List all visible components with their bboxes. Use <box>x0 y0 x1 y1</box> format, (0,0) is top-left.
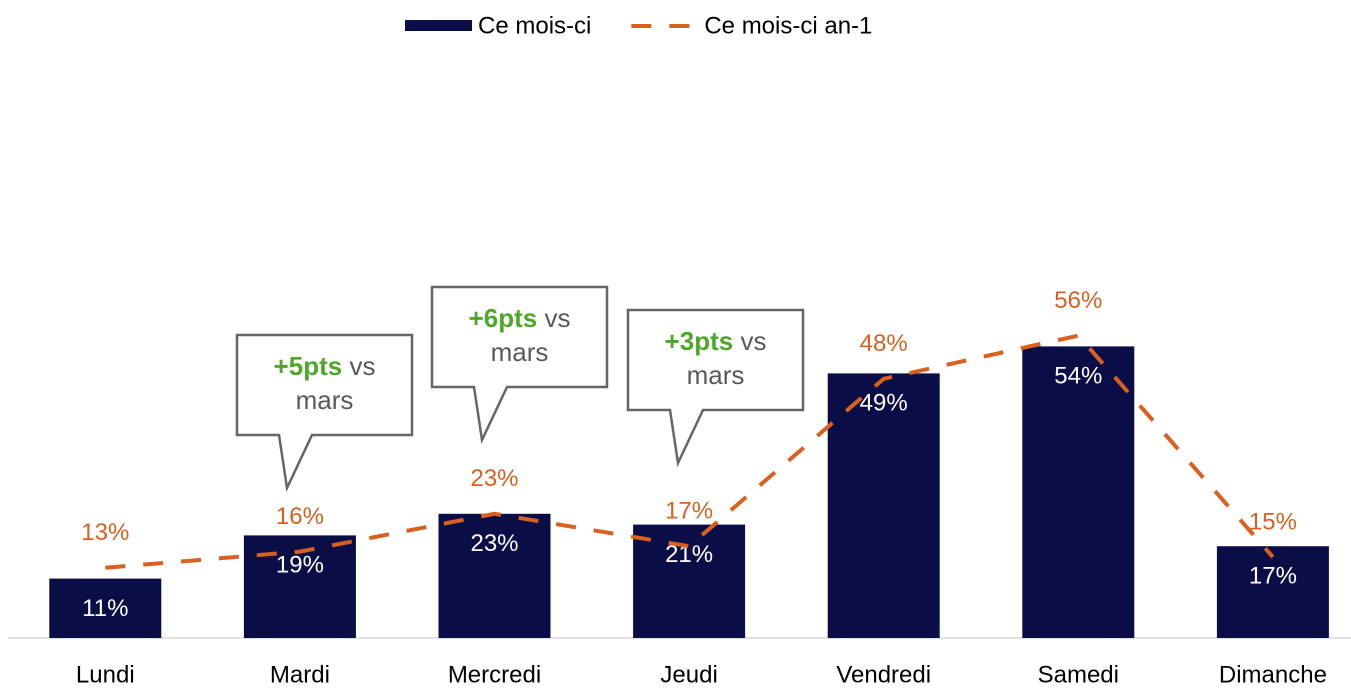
x-tick-label: Mercredi <box>448 661 541 688</box>
bar-value-label: 54% <box>1054 363 1102 390</box>
line-value-label: 48% <box>860 330 908 357</box>
bar-value-label: 11% <box>82 595 128 622</box>
legend-label: Ce mois-ci <box>478 12 591 39</box>
callout: +3pts vs mars <box>646 324 786 392</box>
callout-label: vs mars <box>490 303 571 367</box>
line-value-label: 15% <box>1249 508 1297 535</box>
callout: +6pts vs mars <box>450 301 590 369</box>
callout-text: +6pts vs mars <box>450 301 590 369</box>
line-value-label: 23% <box>470 465 518 492</box>
line-value-label: 17% <box>665 498 713 525</box>
callout-highlight: +5pts <box>273 351 343 381</box>
bar <box>633 524 746 638</box>
callout-box <box>235 333 414 493</box>
bar <box>1022 346 1135 638</box>
bar-value-label: 49% <box>860 390 908 417</box>
callout-highlight: +3pts <box>664 326 734 356</box>
bar <box>1216 546 1329 638</box>
callout-text: +3pts vs mars <box>646 324 786 392</box>
x-tick-label: Mardi <box>270 661 330 688</box>
line-value-label: 13% <box>81 519 129 546</box>
callout-label: vs mars <box>295 351 376 415</box>
callout: +5pts vs mars <box>255 349 395 417</box>
line-value-label: 16% <box>276 503 324 530</box>
x-tick-label: Samedi <box>1038 661 1119 688</box>
callout-text: +5pts vs mars <box>255 349 395 417</box>
bar-value-label: 19% <box>276 552 324 579</box>
callout-box <box>626 308 805 468</box>
line <box>105 333 1275 570</box>
line-value-label: 56% <box>1054 287 1102 314</box>
x-tick-label: Jeudi <box>660 661 717 688</box>
x-tick-label: Dimanche <box>1219 661 1327 688</box>
callout-box <box>430 285 609 445</box>
callout-highlight: +6pts <box>468 303 538 333</box>
bar <box>49 578 162 638</box>
bar <box>438 513 551 638</box>
callout-label: vs mars <box>686 326 767 390</box>
bar-value-label: 17% <box>1249 563 1297 590</box>
bar-value-label: 23% <box>470 530 518 557</box>
legend-label: Ce mois-ci an-1 <box>704 12 872 39</box>
x-tick-label: Vendredi <box>836 661 931 688</box>
x-tick-label: Lundi <box>76 661 135 688</box>
legend-swatch <box>405 20 472 31</box>
bar <box>827 373 940 638</box>
